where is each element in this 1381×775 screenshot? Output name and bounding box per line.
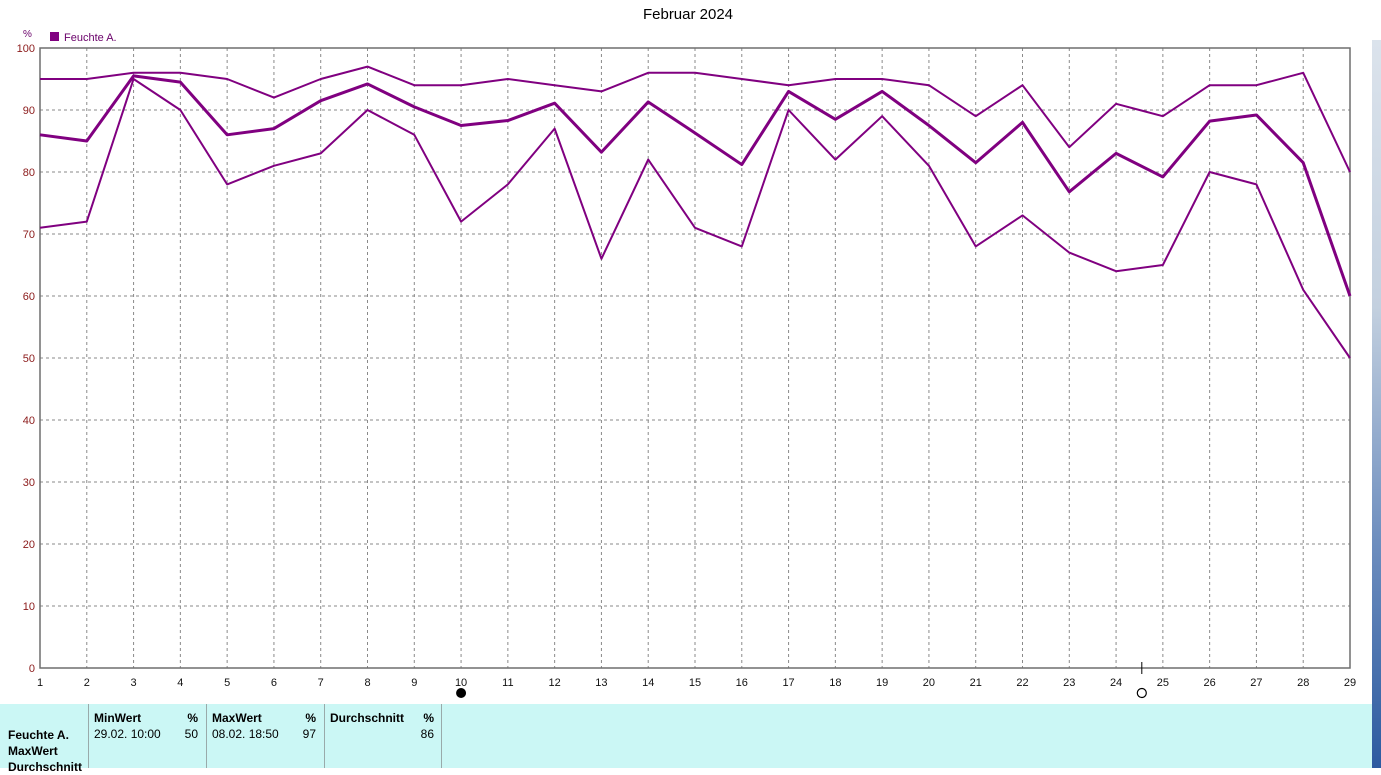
x-tick-label: 22	[1016, 677, 1028, 689]
y-tick-label: 30	[23, 477, 35, 489]
x-tick-label: 21	[970, 677, 982, 689]
x-tick-label: 9	[411, 677, 417, 689]
x-tick-label: 12	[549, 677, 561, 689]
x-tick-label: 26	[1204, 677, 1216, 689]
stat-column-avg: Durchschnitt % 86	[324, 704, 442, 768]
legend-label: Feuchte A.	[64, 32, 117, 44]
row-label-avg: Durchschnitt	[8, 760, 83, 774]
x-tick-label: 10	[455, 677, 467, 689]
full-moon-icon	[456, 688, 467, 698]
x-tick-label: 17	[782, 677, 794, 689]
x-tick-label: 4	[177, 677, 183, 689]
y-tick-label: 10	[23, 601, 35, 613]
x-tick-label: 8	[364, 677, 370, 689]
series-line-avg	[39, 74, 1352, 297]
stat-value-max: 97	[302, 727, 316, 741]
x-tick-label: 15	[689, 677, 701, 689]
stat-header-max: MaxWert	[212, 711, 262, 725]
y-unit-label: %	[23, 29, 32, 40]
stat-unit-avg: %	[423, 711, 434, 725]
y-tick-label: 80	[23, 167, 35, 179]
y-tick-label: 70	[23, 229, 35, 241]
x-tick-label: 28	[1297, 677, 1309, 689]
x-tick-label: 20	[923, 677, 935, 689]
stat-date-min: 29.02. 10:00	[94, 727, 161, 741]
stat-header-min: MinWert	[94, 711, 142, 725]
series-line-min	[39, 78, 1351, 359]
x-tick-label: 11	[502, 677, 513, 689]
x-tick-label: 1	[37, 677, 43, 689]
x-tick-label: 18	[829, 677, 841, 689]
stat-unit-min: %	[187, 711, 198, 725]
stat-date-max: 08.02. 18:50	[212, 727, 279, 741]
stat-value-avg: 86	[420, 727, 434, 741]
stat-unit-max: %	[305, 711, 316, 725]
y-tick-label: 40	[23, 415, 35, 427]
line-chart: 1 2 3 4 5 6 7 8 9 10 11 12 13 14 15 16 17 18 19 20 21 22 23 24 2…	[17, 29, 1356, 699]
stats-divider	[441, 704, 442, 768]
stat-header-avg: Durchschnitt	[330, 711, 405, 725]
x-tick-label: 7	[318, 677, 324, 689]
x-tick-label: 24	[1110, 677, 1122, 689]
stat-column-min: MinWert % 29.02. 10:00 50	[88, 704, 206, 768]
x-tick-label: 23	[1063, 677, 1075, 689]
stats-panel: Feuchte A. MaxWert Durchschnitt MinWert …	[0, 704, 1372, 774]
window-edge	[1372, 0, 1381, 768]
y-tick-label: 0	[29, 663, 35, 675]
new-moon-icon	[1136, 687, 1147, 699]
row-label-max: MaxWert	[8, 744, 58, 758]
legend-swatch	[50, 32, 59, 41]
x-tick-label: 3	[131, 677, 137, 689]
y-tick-label: 100	[17, 43, 35, 55]
y-tick-label: 20	[23, 539, 35, 551]
x-tick-label: 19	[876, 677, 888, 689]
y-tick-label: 50	[23, 353, 35, 365]
x-tick-label: 13	[595, 677, 607, 689]
x-tick-label: 27	[1250, 677, 1262, 689]
chart-title: Februar 2024	[642, 6, 734, 23]
stat-column-max: MaxWert % 08.02. 18:50 97	[206, 704, 324, 768]
x-tick-label: 5	[224, 677, 230, 689]
x-tick-label: 29	[1344, 677, 1356, 689]
y-tick-label: 90	[23, 105, 35, 117]
row-label-series: Feuchte A.	[8, 728, 69, 742]
stat-value-min: 50	[184, 727, 198, 741]
y-tick-label: 60	[23, 291, 35, 303]
x-tick-label: 16	[736, 677, 748, 689]
x-tick-label: 2	[84, 677, 90, 689]
series-line-max	[40, 65, 1351, 173]
x-tick-label: 25	[1157, 677, 1169, 689]
x-tick-label: 14	[642, 677, 654, 689]
x-tick-label: 6	[271, 677, 277, 689]
